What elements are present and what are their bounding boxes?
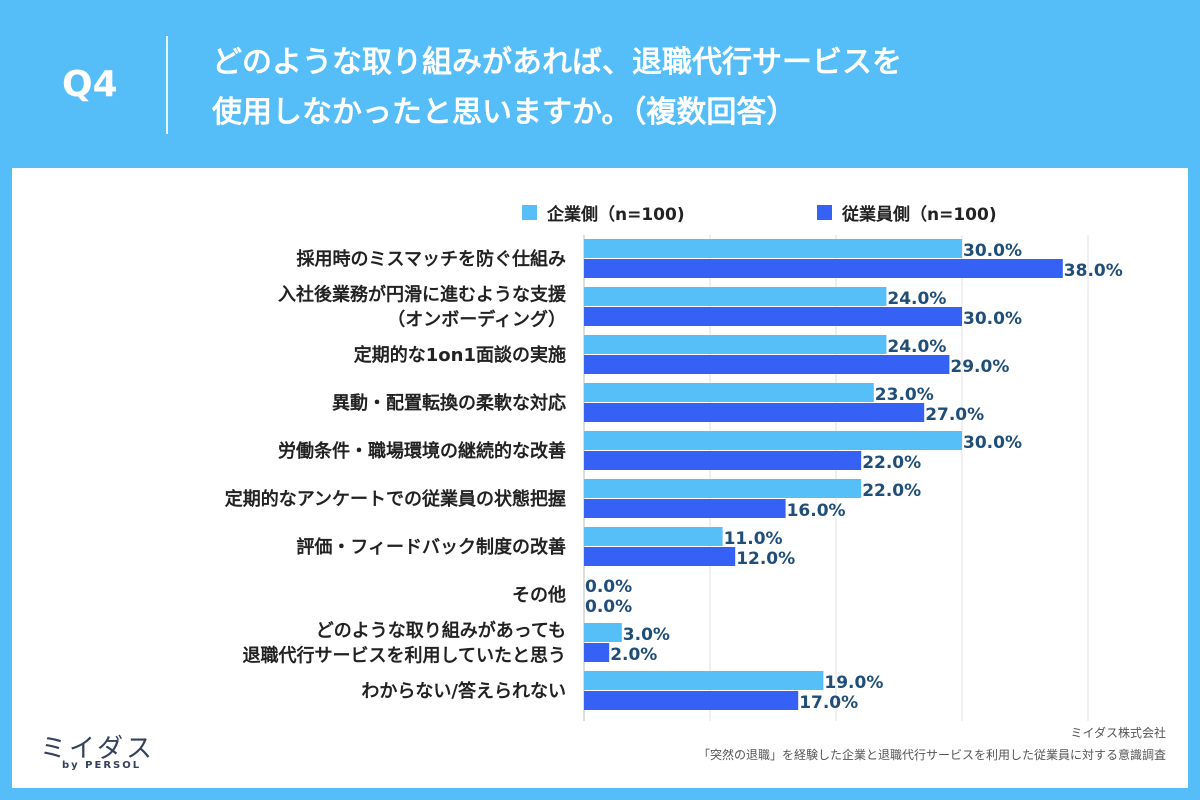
bar-company: [584, 479, 862, 498]
bar-company: [584, 335, 887, 354]
bar-company: [584, 671, 824, 690]
header: Q4 どのような取り組みがあれば、退職代行サービスを 使用しなかったと思いますか…: [0, 0, 1200, 168]
question-label: Q4: [62, 64, 118, 105]
category-label: どのような取り組みがあっても: [316, 620, 566, 642]
miidas-logo: ミイダス: [40, 734, 155, 764]
bar-employee: [584, 355, 950, 374]
legend-label-company: 企業側（n=100): [547, 205, 685, 225]
bar-employee: [584, 643, 610, 662]
category-label: 定期的な1on1面談の実施: [354, 344, 566, 366]
bar-company: [584, 431, 962, 450]
value-label-employee: 0.0%: [585, 597, 632, 617]
value-label-employee: 12.0%: [736, 549, 795, 569]
bar-company: [584, 287, 887, 306]
value-label-company: 30.0%: [963, 433, 1022, 453]
value-label-employee: 17.0%: [799, 693, 858, 713]
question-title-line-1: どのような取り組みがあれば、退職代行サービスを: [212, 45, 902, 80]
value-label-company: 23.0%: [875, 385, 934, 405]
value-label-employee: 27.0%: [925, 405, 984, 425]
category-label: 評価・フィードバック制度の改善: [296, 536, 566, 558]
category-label: わからない/答えられない: [361, 680, 566, 702]
value-label-company: 24.0%: [887, 289, 946, 309]
value-label-company: 30.0%: [963, 241, 1022, 261]
bar-employee: [584, 403, 925, 422]
value-label-employee: 16.0%: [787, 501, 846, 521]
legend-item-company: 企業側（n=100): [522, 200, 685, 225]
category-label: 入社後業務が円滑に進むような支援: [278, 284, 567, 306]
category-label: 労働条件・職場環境の継続的な改善: [278, 440, 566, 462]
legend-swatch-employee: [817, 205, 832, 220]
bar-company: [584, 623, 622, 642]
bar-employee: [584, 307, 962, 326]
bar-company: [584, 527, 723, 546]
value-label-company: 3.0%: [623, 625, 670, 645]
value-label-company: 22.0%: [862, 481, 921, 501]
bar-company: [584, 383, 874, 402]
value-label-company: 11.0%: [724, 529, 783, 549]
value-label-company: 19.0%: [824, 673, 883, 693]
persol-logo: by PERSOL: [62, 760, 142, 771]
category-label: 退職代行サービスを利用していたと思う: [243, 645, 566, 667]
category-label: 異動・配置転換の柔軟な対応: [332, 392, 566, 414]
value-label-employee: 22.0%: [862, 453, 921, 473]
value-label-employee: 30.0%: [963, 309, 1022, 329]
question-title: どのような取り組みがあれば、退職代行サービスを 使用しなかったと思いますか。（複…: [212, 38, 1172, 138]
bar-employee: [584, 451, 862, 470]
bar-employee: [584, 499, 786, 518]
bar-employee: [584, 259, 1063, 278]
value-label-employee: 38.0%: [1064, 261, 1123, 281]
footer-company: ミイダス株式会社: [1070, 726, 1166, 740]
header-divider: [166, 36, 168, 134]
value-label-employee: 2.0%: [610, 645, 657, 665]
bar-employee: [584, 691, 799, 710]
chart-legend: 企業側（n=100) 従業員側（n=100): [0, 200, 1200, 225]
legend-label-employee: 従業員側（n=100): [842, 205, 997, 225]
category-label: その他: [512, 584, 566, 606]
category-label: 採用時のミスマッチを防ぐ仕組み: [297, 248, 566, 270]
legend-item-employee: 従業員側（n=100): [817, 200, 997, 225]
footer-source: 「突然の退職」を経験した企業と退職代行サービスを利用した従業員に対する意識調査: [697, 748, 1166, 762]
category-label: （オンボーディング）: [387, 309, 566, 331]
bar-company: [584, 239, 962, 258]
legend-swatch-company: [522, 205, 537, 220]
question-title-line-2: 使用しなかったと思いますか。（複数回答）: [212, 95, 797, 130]
bar-employee: [584, 547, 736, 566]
value-label-company: 0.0%: [585, 577, 632, 597]
value-label-company: 24.0%: [887, 337, 946, 357]
value-label-employee: 29.0%: [950, 357, 1009, 377]
category-label: 定期的なアンケートでの従業員の状態把握: [225, 488, 566, 510]
